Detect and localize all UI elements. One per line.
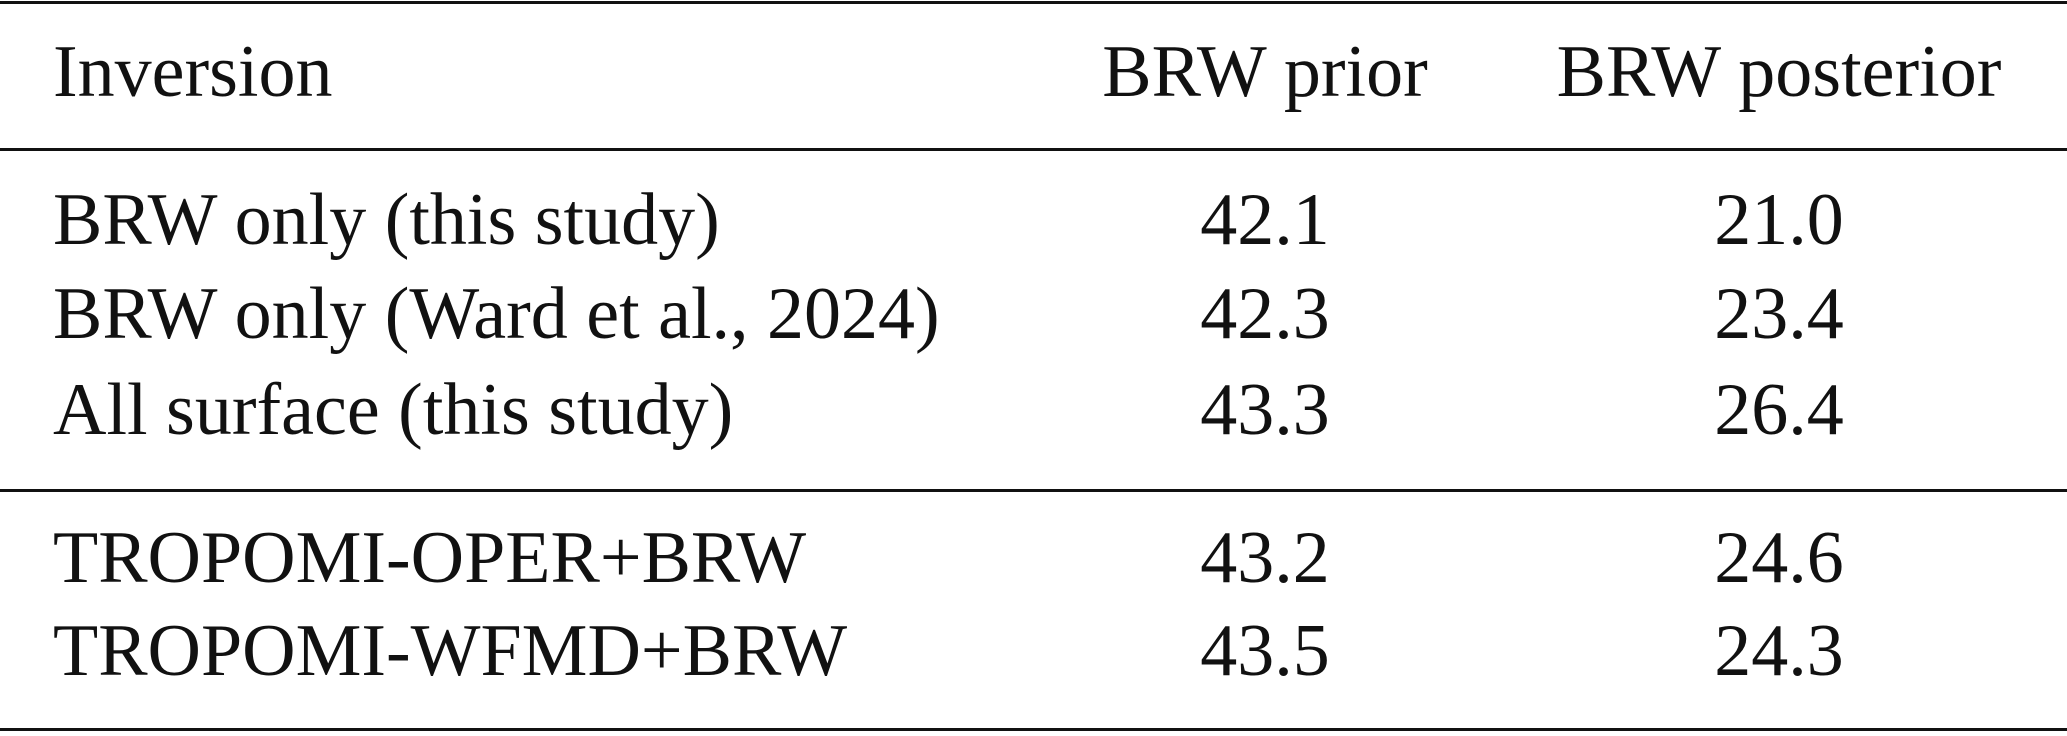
value-cell: 42.1: [1200, 179, 1330, 261]
value-cell: 42.3: [1200, 273, 1330, 355]
bottom-rule: [0, 728, 2067, 731]
header-cell: Inversion: [53, 31, 333, 113]
value-cell: 24.3: [1714, 610, 1844, 692]
value-cell: 43.5: [1200, 610, 1330, 692]
header-rule: [0, 148, 2067, 151]
top-rule: [0, 1, 2067, 4]
row-label: TROPOMI-OPER+BRW: [53, 517, 807, 599]
row-label: BRW only (Ward et al., 2024): [53, 273, 940, 355]
value-cell: 26.4: [1714, 369, 1844, 451]
value-cell: 21.0: [1714, 179, 1844, 261]
value-cell: 23.4: [1714, 273, 1844, 355]
group-rule: [0, 489, 2067, 492]
header-cell: BRW prior: [1102, 31, 1428, 113]
row-label: All surface (this study): [53, 369, 734, 451]
value-cell: 43.3: [1200, 369, 1330, 451]
row-label: TROPOMI-WFMD+BRW: [53, 610, 848, 692]
value-cell: 24.6: [1714, 517, 1844, 599]
row-label: BRW only (this study): [53, 179, 720, 261]
header-cell: BRW posterior: [1556, 31, 2002, 113]
value-cell: 43.2: [1200, 517, 1330, 599]
